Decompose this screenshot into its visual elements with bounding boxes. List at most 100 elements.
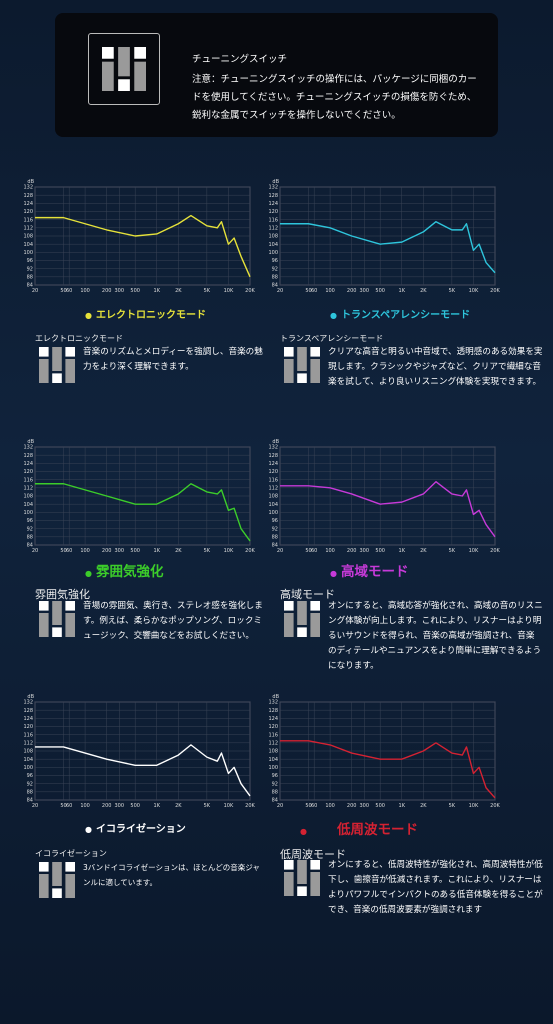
legend-label: 雰囲気強化 xyxy=(95,564,164,580)
x-tick-label: 60 xyxy=(66,548,72,554)
switch-bar xyxy=(284,359,294,383)
y-tick-label: 112 xyxy=(268,741,278,747)
switch-knob xyxy=(310,601,320,611)
x-tick-label: 20 xyxy=(277,803,283,809)
switch-bar xyxy=(39,359,49,383)
y-tick-label: 88 xyxy=(272,535,278,541)
switch-knob xyxy=(297,373,307,383)
switch-knob xyxy=(65,862,75,872)
x-tick-label: 300 xyxy=(360,548,370,554)
switch-bar xyxy=(284,613,294,637)
x-tick-label: 100 xyxy=(325,548,335,554)
y-tick-label: 112 xyxy=(268,226,278,232)
response-curve xyxy=(35,744,251,797)
mode-heading: イコライゼーション xyxy=(35,849,107,858)
switch-icon xyxy=(39,601,75,637)
legend-item: ● 高域モード xyxy=(330,560,408,580)
x-tick-label: 300 xyxy=(360,288,370,294)
y-tick-label: 112 xyxy=(23,486,33,492)
y-tick-label: 124 xyxy=(268,201,278,207)
y-tick-label: 96 xyxy=(27,518,33,524)
x-tick-label: 20 xyxy=(32,548,38,554)
mode-description: オンにすると、高域応答が強化され、高域の音のリスニング体験が向上します。これによ… xyxy=(328,601,543,671)
chart: dB 84 88 92 96 100 104 108 112 116 120 124 128 132 20 5… xyxy=(23,694,255,809)
x-tick-label: 60 xyxy=(311,803,317,809)
y-tick-label: 116 xyxy=(268,732,278,738)
x-tick-label: 50 xyxy=(305,548,311,554)
y-tick-label: 104 xyxy=(268,242,278,248)
x-tick-label: 10K xyxy=(224,548,234,554)
y-tick-label: 88 xyxy=(27,790,33,796)
y-tick-label: 92 xyxy=(27,781,33,787)
switch-bar xyxy=(118,47,130,77)
x-tick-label: 300 xyxy=(115,288,125,294)
legend-dot: ● xyxy=(300,827,307,836)
y-axis-label: dB xyxy=(27,439,34,445)
y-tick-label: 92 xyxy=(27,526,33,532)
y-tick-label: 100 xyxy=(23,510,33,516)
x-tick-label: 100 xyxy=(80,548,90,554)
y-tick-label: 128 xyxy=(23,708,33,714)
mode-heading: トランスペアレンシーモード xyxy=(280,334,384,343)
mode-icon xyxy=(284,860,320,896)
legend-label: 高域モード xyxy=(340,564,409,580)
switch-bar xyxy=(52,601,62,625)
y-axis-label: dB xyxy=(27,179,34,185)
y-tick-label: 128 xyxy=(268,193,278,199)
mode-description: クリアな高音と明るい中音域で、透明感のある効果を実現します。クラシックやジャズな… xyxy=(328,347,543,387)
x-tick-label: 1K xyxy=(399,803,406,809)
x-tick-label: 5K xyxy=(449,548,456,554)
legend-label: 低周波モード xyxy=(336,822,418,838)
switch-knob xyxy=(284,601,294,611)
response-curve xyxy=(35,483,251,542)
y-tick-label: 128 xyxy=(23,453,33,459)
y-tick-label: 132 xyxy=(268,700,278,706)
notice-text: 注意：チューニングスイッチの操作には、パッケージに同梱のカードを使用してください… xyxy=(192,74,477,121)
x-tick-label: 200 xyxy=(102,803,112,809)
x-tick-label: 200 xyxy=(102,548,112,554)
chart: dB 84 88 92 96 100 104 108 112 116 120 124 128 132 20 5… xyxy=(23,179,255,294)
x-tick-label: 20 xyxy=(32,803,38,809)
x-tick-label: 1K xyxy=(154,803,161,809)
x-tick-label: 60 xyxy=(66,288,72,294)
switch-bar xyxy=(52,347,62,371)
switch-knob xyxy=(52,627,62,637)
x-tick-label: 200 xyxy=(347,803,357,809)
x-tick-label: 500 xyxy=(375,803,385,809)
switch-bar xyxy=(65,874,75,898)
y-tick-label: 84 xyxy=(27,543,33,549)
switch-icon xyxy=(284,347,320,383)
y-tick-label: 132 xyxy=(268,445,278,451)
switch-bar xyxy=(102,61,114,91)
x-tick-label: 5K xyxy=(204,288,211,294)
switch-bar xyxy=(65,359,75,383)
legend-label: エレクトロニックモード xyxy=(95,310,206,321)
mode-heading: 雰囲気強化 xyxy=(35,588,90,601)
y-tick-label: 108 xyxy=(268,234,278,240)
chart: dB 84 88 92 96 100 104 108 112 116 120 124 128 132 20 5… xyxy=(268,439,500,554)
x-tick-label: 300 xyxy=(360,803,370,809)
legend-dot: ● xyxy=(330,311,337,320)
x-tick-label: 100 xyxy=(325,803,335,809)
mode-description: 3バンドイコライゼーションは、ほとんどの音楽ジャンルに適しています。 xyxy=(83,863,260,887)
y-tick-label: 132 xyxy=(23,445,33,451)
x-tick-label: 300 xyxy=(115,548,125,554)
switch-bar xyxy=(39,613,49,637)
switch-knob xyxy=(39,601,49,611)
y-tick-label: 108 xyxy=(23,749,33,755)
mode-description: オンにすると、低周波特性が強化され、高周波特性が低下し、歯擦音が低減されます。こ… xyxy=(328,860,543,915)
switch-knob xyxy=(52,373,62,383)
x-tick-label: 20 xyxy=(32,288,38,294)
mode-icon xyxy=(284,601,320,637)
switch-bar xyxy=(65,613,75,637)
x-tick-label: 10K xyxy=(469,803,479,809)
mode-description: 音楽のリズムとメロディーを強調し、音楽の魅力をより深く理解できます。 xyxy=(83,347,263,372)
mode-heading: エレクトロニックモード xyxy=(35,334,123,343)
y-tick-label: 104 xyxy=(268,502,278,508)
y-tick-label: 108 xyxy=(268,749,278,755)
notice-title: チューニングスイッチ xyxy=(192,54,288,65)
y-tick-label: 116 xyxy=(268,477,278,483)
switch-icon xyxy=(284,860,320,896)
switch-bar xyxy=(52,862,62,886)
y-tick-label: 120 xyxy=(268,469,278,475)
